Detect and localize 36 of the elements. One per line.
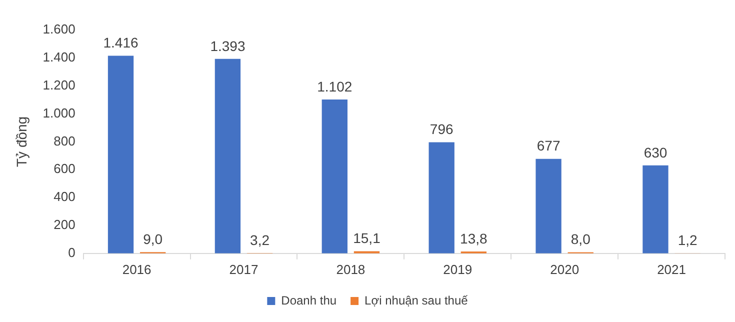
data-label: 3,2 [250,232,270,248]
y-tick-label: 0 [68,244,76,260]
data-label: 1.102 [317,78,352,94]
x-tick-label: 2016 [122,262,152,277]
y-tick-label: 1.600 [42,22,76,37]
bar [108,56,134,254]
data-label: 15,1 [353,230,381,246]
y-tick-label: 600 [54,161,76,176]
y-tick-label: 800 [54,133,76,148]
y-tick-label: 1.400 [42,50,76,65]
data-label: 9,0 [143,231,163,248]
data-label: 1.416 [103,34,138,51]
bar [642,165,668,254]
y-tick-label: 1.000 [42,105,76,120]
legend-label: Doanh thu [281,293,337,308]
bar [428,142,454,254]
y-tick-label: 200 [54,217,76,232]
data-label: 677 [536,138,560,154]
y-axis-title: Tỷ đồng [13,116,30,167]
x-tick-label: 2019 [443,262,472,277]
data-label: 796 [430,121,454,138]
y-tick-label: 1.200 [42,77,76,92]
x-tick-label: 2017 [229,262,258,277]
legend-label: Lợi nhuận sau thuế [364,293,468,308]
bar [214,58,241,254]
x-tick-label: 2020 [550,262,580,277]
data-label: 13,8 [460,230,488,246]
data-label: 1.393 [210,38,246,54]
data-label: 8,0 [570,231,591,248]
x-tick-label: 2021 [657,262,686,277]
x-tick-label: 2018 [336,262,366,277]
y-tick-label: 400 [54,189,76,204]
bar [536,158,562,254]
bar [322,100,348,254]
data-label: 1,2 [678,232,698,248]
data-label: 630 [644,144,668,160]
